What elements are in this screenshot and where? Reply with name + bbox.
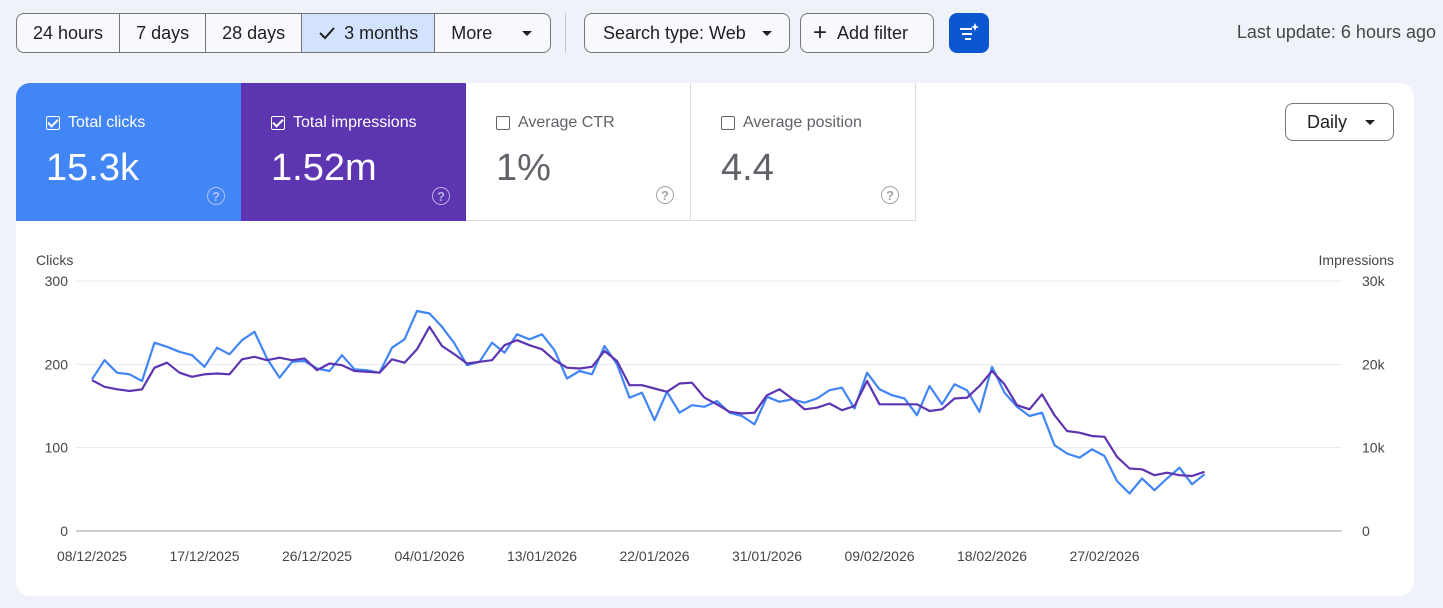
range-label: 7 days [136,22,190,43]
toolbar: 24 hours 7 days 28 days 3 months More Se… [16,13,1436,53]
add-filter-label: Add filter [837,22,909,43]
range-24-hours-button[interactable]: 24 hours [17,14,121,52]
y-left-tick-label: 300 [45,273,69,289]
checkbox-unchecked-icon[interactable] [721,116,735,130]
metric-label-text: Total clicks [68,114,146,131]
x-tick-label: 04/01/2026 [394,548,464,564]
help-icon[interactable]: ? [881,186,899,204]
metric-value: 15.3k [46,147,139,189]
x-tick-label: 08/12/2025 [57,548,127,564]
date-range-group: 24 hours 7 days 28 days 3 months More [16,13,552,53]
range-28-days-button[interactable]: 28 days [206,14,303,52]
metric-label: Average CTR [496,114,615,132]
range-3-months-button[interactable]: 3 months [302,14,436,52]
search-type-label: Search type: Web [603,22,746,43]
metric-value: 1% [496,147,551,189]
x-tick-label: 22/01/2026 [619,548,689,564]
range-label: 28 days [222,22,286,43]
search-type-dropdown[interactable]: Search type: Web [584,13,790,53]
metric-tiles: Total clicks 15.3k ? Total impressions 1… [16,83,916,221]
chevron-down-icon [1365,119,1376,125]
chevron-down-icon [522,30,533,36]
range-label: 3 months [344,22,419,43]
metric-label-text: Average position [743,114,862,131]
y-right-tick-label: 10k [1362,440,1386,456]
range-7-days-button[interactable]: 7 days [120,14,207,52]
performance-chart: Clicks Impressions 0 0 100 10k 200 20k 300 30k 08/… [36,252,1394,564]
metric-value: 4.4 [721,147,774,189]
plus-icon: + [813,19,828,46]
granularity-dropdown[interactable]: Daily [1285,103,1394,141]
range-label: More [451,22,493,43]
x-tick-label: 31/01/2026 [732,548,802,564]
checkbox-checked-icon[interactable] [271,116,285,130]
metric-label-text: Average CTR [518,114,615,131]
help-icon[interactable]: ? [656,186,674,204]
y-axis-left-title: Clicks [36,252,73,268]
x-tick-label: 17/12/2025 [169,548,239,564]
y-axis-right-title: Impressions [1319,252,1394,268]
metric-label: Total clicks [46,114,145,132]
chevron-down-icon [761,30,772,36]
granularity-label: Daily [1307,111,1348,132]
help-icon[interactable]: ? [432,187,450,205]
x-tick-label: 09/02/2026 [844,548,914,564]
range-label: 24 hours [33,22,104,43]
metric-average-position[interactable]: Average position 4.4 ? [691,83,916,221]
metric-label-text: Total impressions [293,114,417,131]
sparkle-filter-button[interactable] [949,13,989,53]
check-icon [319,27,335,40]
y-left-tick-label: 200 [45,356,69,372]
y-left-tick-label: 0 [60,523,68,539]
y-right-tick-label: 0 [1362,523,1370,539]
add-filter-button[interactable]: + Add filter [800,13,934,53]
help-icon[interactable]: ? [207,187,225,205]
sparkle-filter-icon [960,23,979,40]
metric-label: Total impressions [271,114,417,132]
metric-label: Average position [721,114,862,132]
last-update-text: Last update: 6 hours ago [1236,22,1436,42]
metric-average-ctr[interactable]: Average CTR 1% ? [466,83,691,221]
x-tick-label: 18/02/2026 [957,548,1027,564]
impressions-series-line [91,325,1205,478]
x-tick-label: 27/02/2026 [1069,548,1139,564]
metric-value: 1.52m [271,147,377,189]
metric-total-clicks[interactable]: Total clicks 15.3k ? [16,83,241,221]
x-tick-label: 13/01/2026 [507,548,577,564]
checkbox-checked-icon[interactable] [46,116,60,130]
clicks-series-line [91,309,1206,495]
performance-card: Total clicks 15.3k ? Total impressions 1… [16,83,1414,596]
toolbar-divider [565,13,566,53]
x-tick-label: 26/12/2025 [282,548,352,564]
y-right-tick-label: 20k [1362,356,1386,372]
metric-total-impressions[interactable]: Total impressions 1.52m ? [241,83,466,221]
y-right-tick-label: 30k [1362,273,1386,289]
range-more-button[interactable]: More [435,14,550,52]
checkbox-unchecked-icon[interactable] [496,116,510,130]
y-left-tick-label: 100 [45,440,69,456]
